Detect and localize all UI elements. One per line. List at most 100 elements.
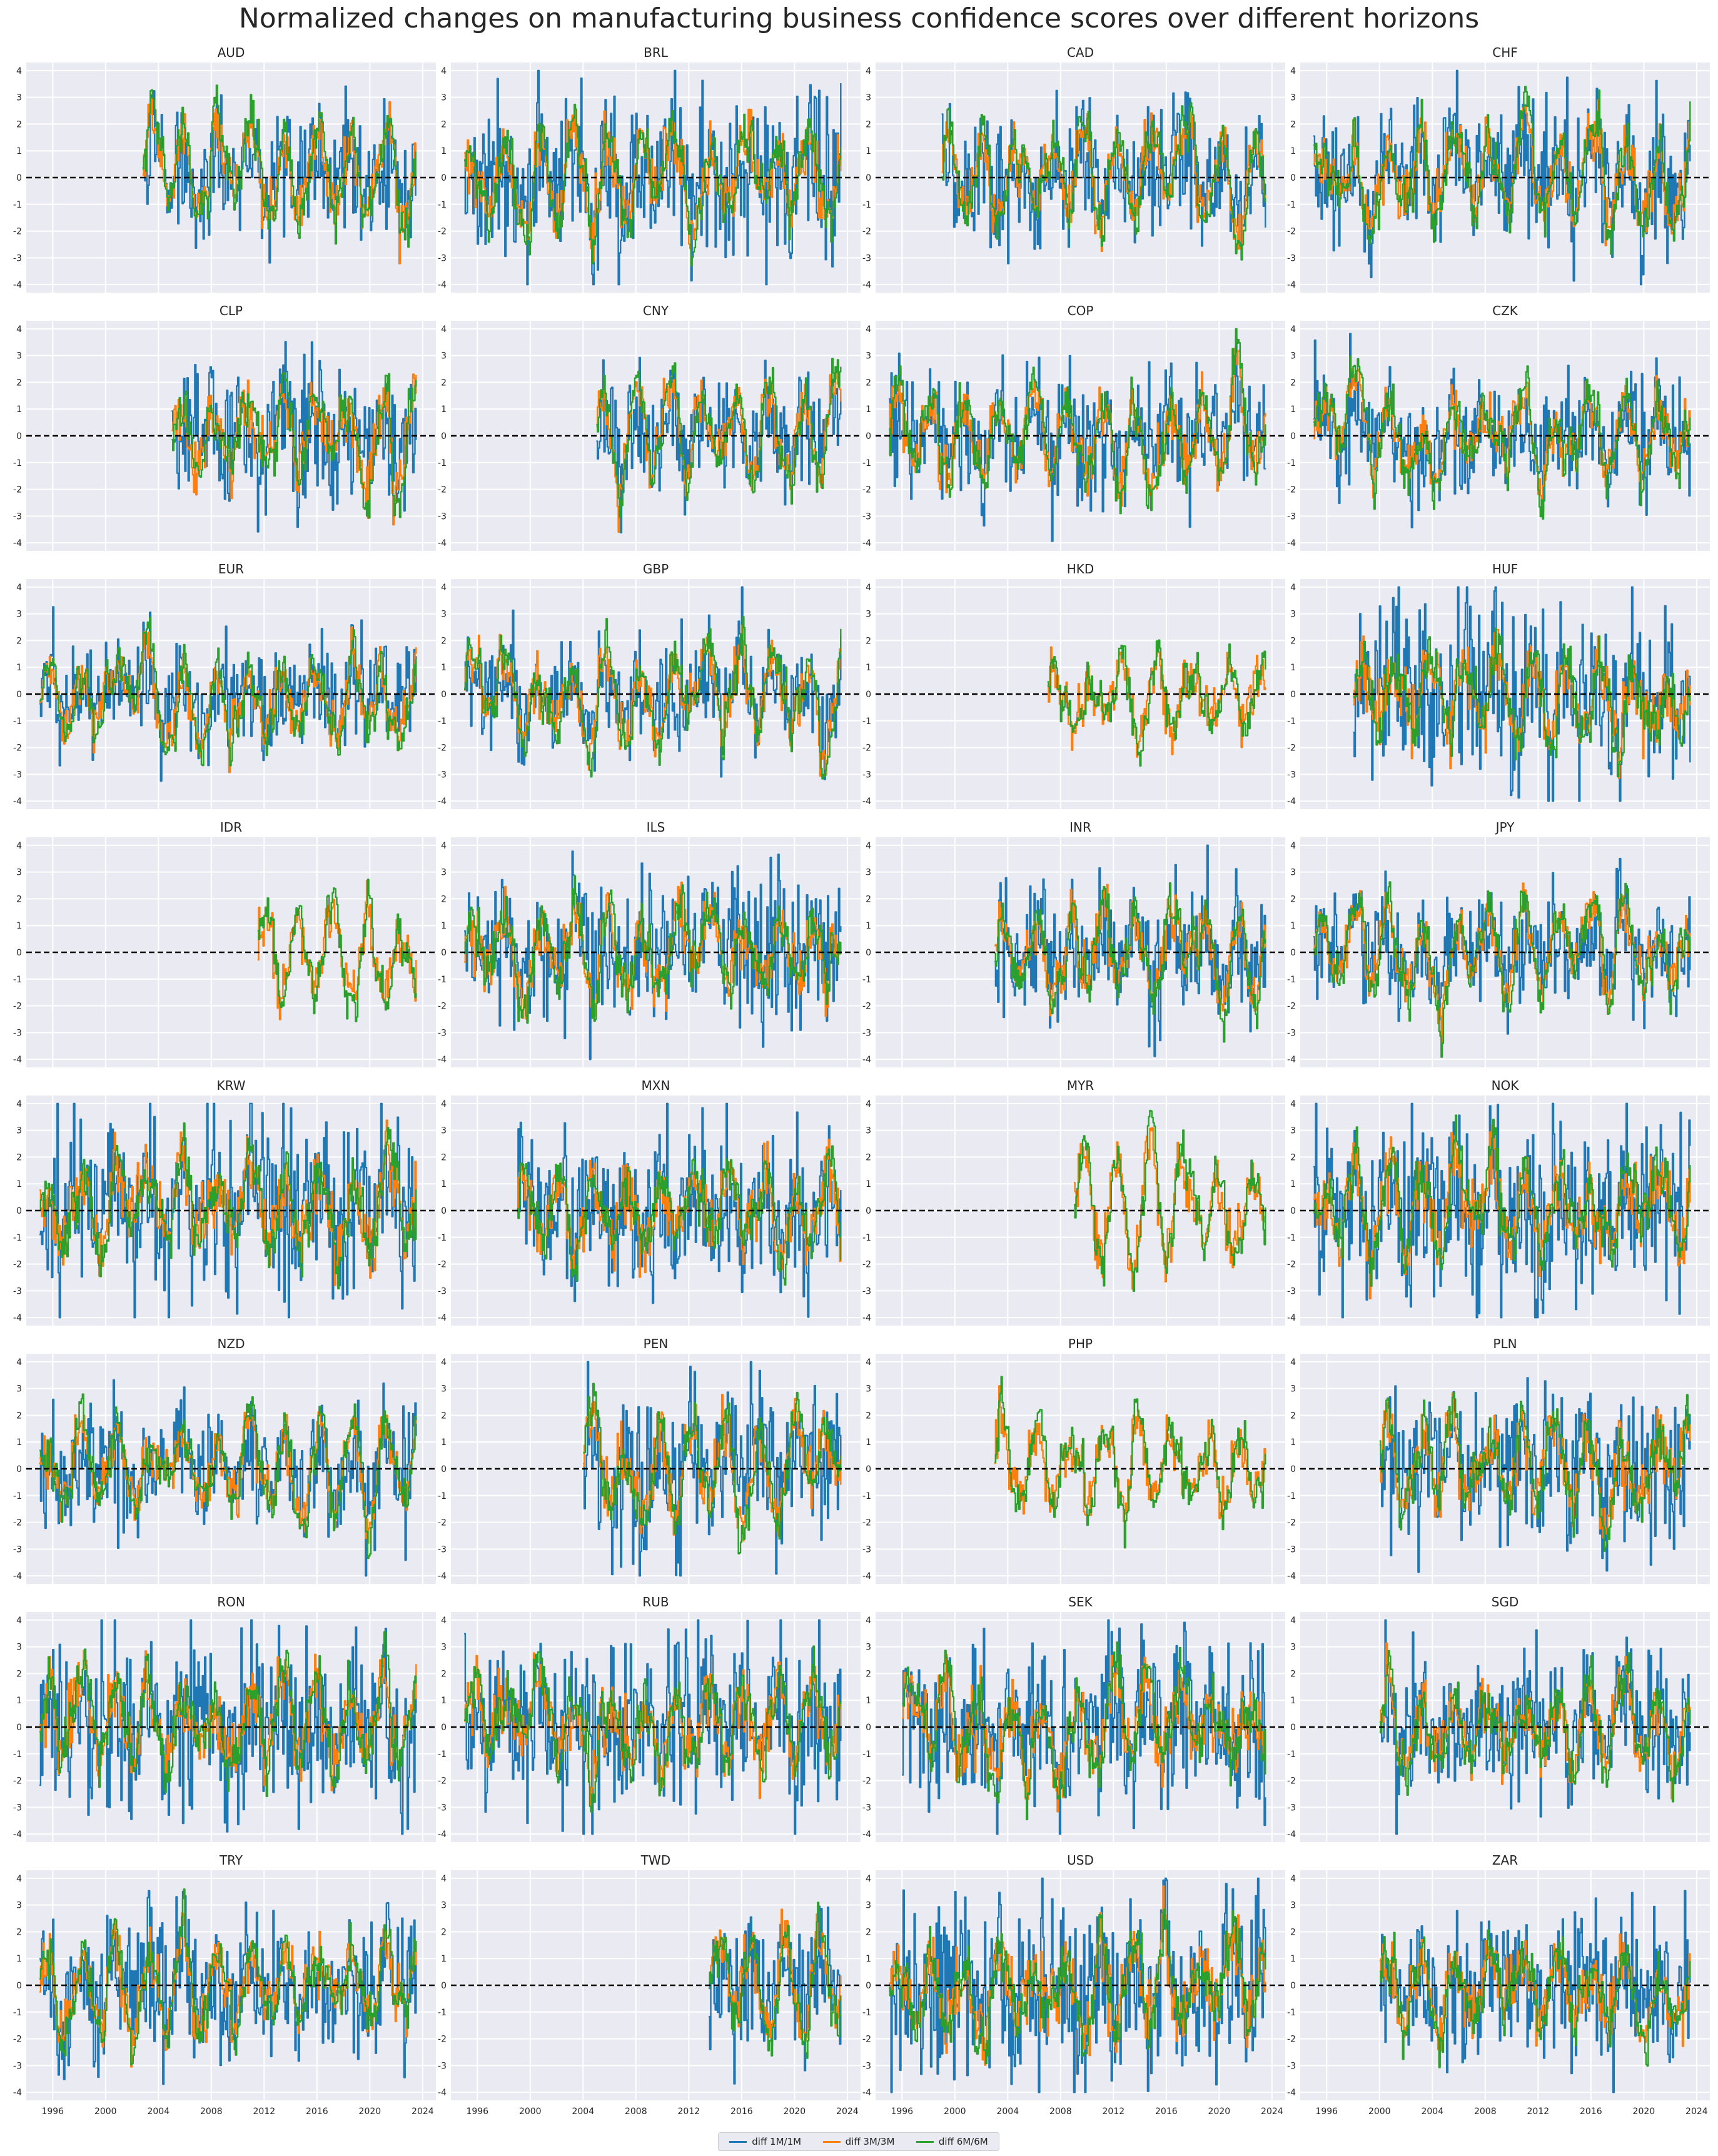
- y-tick-label: 3: [866, 1384, 871, 1394]
- y-tick-label: -2: [438, 1260, 447, 1270]
- panel-ils: ILS 4 3 2 1 0 -1 -2 -3 -4: [438, 820, 861, 1067]
- y-tick-label: -1: [862, 1491, 871, 1501]
- y-tick-label: 1: [16, 1438, 22, 1448]
- y-tick-label: 4: [866, 325, 871, 335]
- y-tick-label: 1: [441, 1954, 447, 1964]
- panel-title: USD: [1067, 1853, 1094, 1868]
- y-tick-label: -2: [862, 743, 871, 753]
- y-tick-label: 2: [866, 636, 871, 646]
- series-line-6m: [941, 102, 1266, 261]
- y-tick-label: 3: [1290, 351, 1296, 361]
- series-line-6m: [1313, 355, 1691, 520]
- series-line-3m: [994, 884, 1266, 1017]
- y-tick-label: -3: [13, 1803, 22, 1813]
- y-tick-label: -3: [862, 770, 871, 780]
- series-line-3m: [257, 879, 417, 1020]
- x-tick-label: 2016: [1580, 2107, 1602, 2117]
- y-tick-label: 0: [866, 1464, 871, 1474]
- y-tick-label: -4: [1287, 1055, 1296, 1065]
- panel-title: AUD: [218, 45, 245, 60]
- panel-eur: EUR 4 3 2 1 0 -1 -2 -3 -4: [13, 562, 436, 809]
- y-tick-label: 0: [1290, 948, 1296, 958]
- panel-gbp: GBP 4 3 2 1 0 -1 -2 -3 -4: [438, 562, 861, 809]
- series-line-6m: [171, 372, 417, 519]
- y-tick-label: -1: [13, 1233, 22, 1243]
- y-tick-label: 1: [866, 405, 871, 415]
- panel-clp: CLP 4 3 2 1 0 -1 -2 -3 -4: [13, 303, 436, 551]
- y-tick-label: 3: [16, 351, 22, 361]
- y-tick-label: 2: [16, 1411, 22, 1421]
- y-tick-label: 4: [441, 1099, 447, 1109]
- series-line-3m: [709, 1908, 842, 2042]
- x-tick-label: 2008: [1049, 2107, 1072, 2117]
- panel-pen: PEN 4 3 2 1 0 -1 -2 -3 -4: [438, 1336, 861, 1584]
- series-line-3m: [889, 347, 1266, 507]
- y-tick-label: -4: [438, 538, 447, 548]
- y-tick-label: 1: [1290, 663, 1296, 673]
- series-line-1m: [171, 341, 417, 533]
- y-tick-label: -1: [1287, 717, 1296, 727]
- panel-krw: KRW 4 3 2 1 0 -1 -2 -3 -4: [13, 1078, 436, 1326]
- panel-title: MXN: [642, 1078, 670, 1093]
- y-tick-label: -3: [862, 1286, 871, 1296]
- y-tick-label: 2: [1290, 1152, 1296, 1162]
- panel-title: NOK: [1492, 1078, 1520, 1093]
- y-tick-label: 2: [1290, 119, 1296, 129]
- panel-title: EUR: [218, 562, 244, 577]
- y-tick-label: -1: [438, 458, 447, 468]
- y-tick-label: -4: [438, 797, 447, 807]
- y-tick-label: 2: [16, 636, 22, 646]
- y-tick-label: 0: [1290, 690, 1296, 700]
- series-line-1m: [39, 606, 417, 782]
- legend-item: diff 6M/6M: [916, 2136, 988, 2147]
- x-tick-label: 2000: [1368, 2107, 1391, 2117]
- legend-label: diff 1M/1M: [752, 2136, 802, 2147]
- panel-try: TRY 4 3 2 1 0 -1 -2 -3 -4 1996 2000 2004 2008 2012 2016…: [13, 1853, 436, 2117]
- y-tick-label: -2: [1287, 227, 1296, 237]
- y-tick-label: 4: [16, 841, 22, 851]
- y-tick-label: 2: [16, 378, 22, 388]
- y-tick-label: 1: [16, 405, 22, 415]
- series-line-6m: [1313, 86, 1691, 255]
- panel-rub: RUB 4 3 2 1 0 -1 -2 -3 -4: [438, 1594, 861, 1842]
- y-tick-label: 2: [866, 1152, 871, 1162]
- series-line-6m: [1353, 627, 1691, 778]
- panel-title: CLP: [220, 303, 243, 318]
- y-tick-label: 1: [1290, 921, 1296, 931]
- y-tick-label: -4: [438, 1313, 447, 1323]
- x-tick-label: 2012: [678, 2107, 700, 2117]
- panel-cad: CAD 4 3 2 1 0 -1 -2 -3 -4: [862, 45, 1285, 293]
- y-tick-label: -1: [1287, 1491, 1296, 1501]
- y-tick-label: 2: [441, 636, 447, 646]
- y-tick-label: 4: [441, 1616, 447, 1626]
- y-tick-label: 4: [866, 583, 871, 593]
- series-line-6m: [39, 1122, 417, 1290]
- y-tick-label: -2: [1287, 743, 1296, 753]
- series-line-6m: [902, 1641, 1266, 1821]
- panel-title: PHP: [1068, 1336, 1093, 1351]
- panel-title: ZAR: [1492, 1853, 1518, 1868]
- y-tick-label: -2: [13, 743, 22, 753]
- y-tick-label: -2: [862, 485, 871, 495]
- y-tick-label: 3: [866, 1901, 871, 1911]
- y-tick-label: 2: [1290, 1411, 1296, 1421]
- series-line-3m: [464, 1652, 842, 1806]
- y-tick-label: 0: [16, 1723, 22, 1733]
- panel-inr: INR 4 3 2 1 0 -1 -2 -3 -4: [862, 820, 1285, 1067]
- y-tick-label: -2: [13, 1518, 22, 1528]
- x-tick-label: 2000: [519, 2107, 542, 2117]
- y-tick-label: -1: [1287, 1750, 1296, 1760]
- y-tick-label: 4: [866, 1099, 871, 1109]
- y-tick-label: 2: [441, 1927, 447, 1937]
- y-tick-label: -4: [13, 1830, 22, 1840]
- y-tick-label: 3: [16, 1643, 22, 1653]
- y-tick-label: 0: [1290, 431, 1296, 441]
- panel-hkd: HKD 4 3 2 1 0 -1 -2 -3 -4: [862, 562, 1285, 809]
- y-tick-label: -2: [862, 1260, 871, 1270]
- series-line-6m: [583, 1383, 842, 1554]
- y-tick-label: -1: [862, 975, 871, 985]
- y-tick-label: -2: [1287, 485, 1296, 495]
- y-tick-label: -1: [13, 2008, 22, 2018]
- y-tick-label: 1: [866, 1179, 871, 1189]
- series-line-6m: [464, 875, 842, 1024]
